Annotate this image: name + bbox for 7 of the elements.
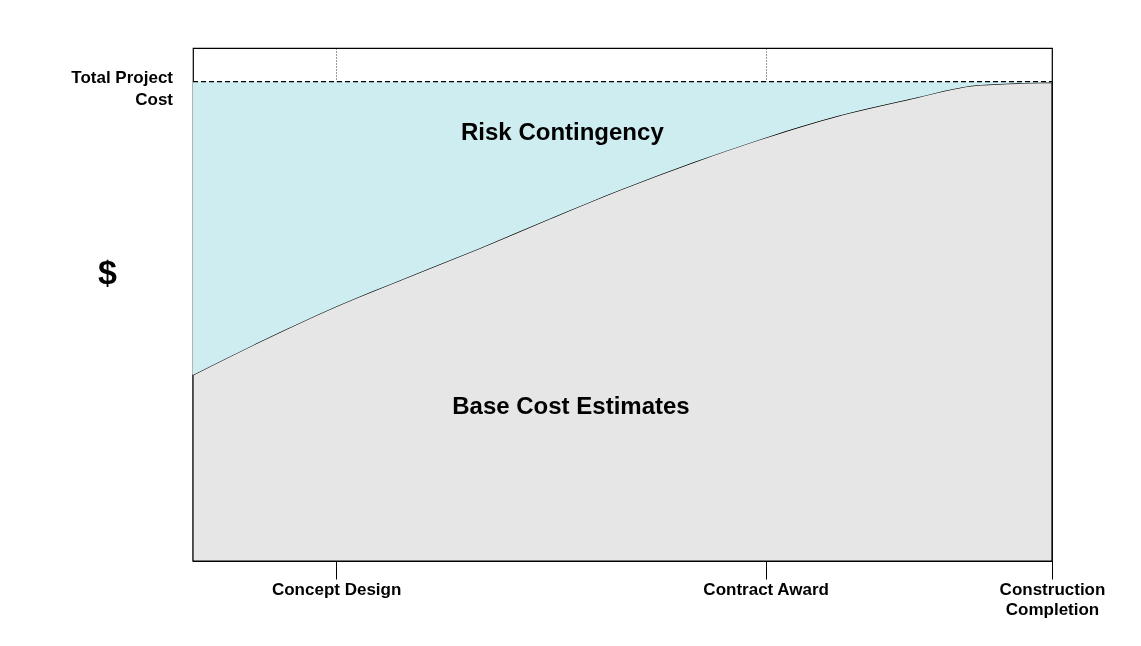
x-tick-label: Construction Completion [999,579,1106,619]
series-label: Base Cost Estimates [452,391,690,419]
ref-line-label: Total Project Cost [71,67,174,109]
x-tick-label: Contract Award [703,579,829,599]
series-label: Risk Contingency [461,118,665,146]
x-tick-label: Concept Design [271,579,402,599]
y-axis-title: $ [98,253,118,292]
